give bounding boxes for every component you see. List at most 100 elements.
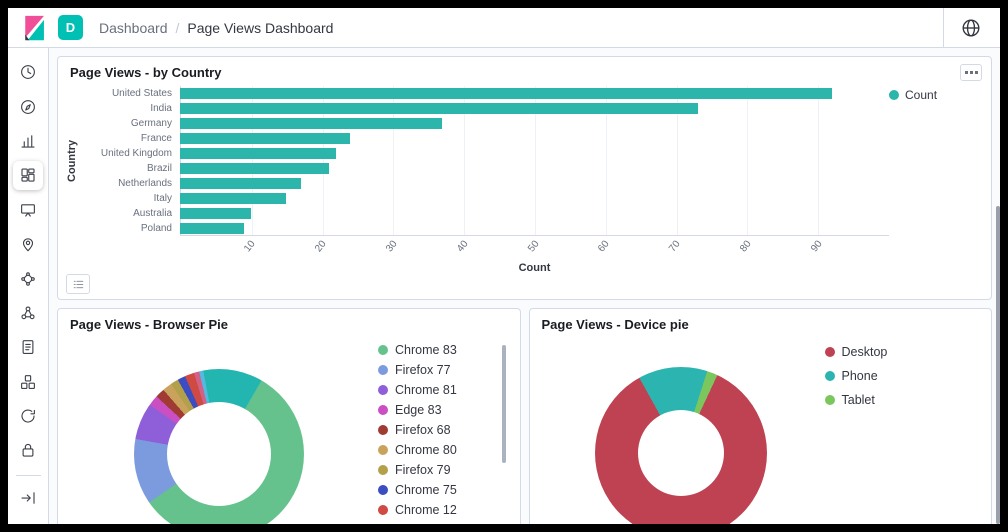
bar[interactable] xyxy=(180,103,698,114)
nav-item-recently-viewed[interactable] xyxy=(13,58,43,86)
legend-label: Chrome 80 xyxy=(395,443,457,457)
bar[interactable] xyxy=(180,178,301,189)
panel-page-views-by-country: Page Views - by Country Country United S… xyxy=(57,56,992,300)
donut-hole xyxy=(637,410,724,496)
legend-toggle-button[interactable] xyxy=(66,274,90,294)
nav-item-graph[interactable] xyxy=(13,299,43,327)
legend-item[interactable]: Firefox 79 xyxy=(378,463,457,477)
nav-item-collapse-navigation[interactable] xyxy=(13,484,43,512)
legend-scrollbar[interactable] xyxy=(501,345,506,463)
nav-item-security[interactable] xyxy=(13,436,43,464)
legend-label: Count xyxy=(905,88,938,102)
x-tick-label: 90 xyxy=(809,238,825,255)
browser-pie-donut[interactable] xyxy=(134,369,304,524)
panel-title[interactable]: Page Views - Device pie xyxy=(541,317,689,332)
bar[interactable] xyxy=(180,148,336,159)
legend-item[interactable]: Phone xyxy=(824,369,888,383)
panel-title[interactable]: Page Views - by Country xyxy=(70,65,222,80)
x-tick-label: 60 xyxy=(596,238,613,255)
map-pin-icon xyxy=(22,238,34,252)
donut-hole xyxy=(167,402,271,506)
graph-icon xyxy=(21,306,35,320)
easel-icon xyxy=(21,203,35,217)
legend-swatch xyxy=(378,345,388,355)
legend-item[interactable]: Chrome 81 xyxy=(378,383,457,397)
nav-item-maps[interactable] xyxy=(13,230,43,258)
bar-chart-icon xyxy=(21,135,35,148)
bar-track xyxy=(180,178,889,189)
bar-track xyxy=(180,133,889,144)
bar[interactable] xyxy=(180,88,833,99)
bar[interactable] xyxy=(180,133,351,144)
bar-category-label: Brazil xyxy=(146,163,172,174)
refresh-clock-icon xyxy=(21,409,35,423)
bar[interactable] xyxy=(180,163,329,174)
nav-item-logs[interactable] xyxy=(13,333,43,361)
legend-swatch xyxy=(824,371,835,381)
legend-item[interactable]: Desktop xyxy=(824,345,888,359)
nav-item-dashboard[interactable] xyxy=(13,161,43,190)
dashboard-grid-icon xyxy=(21,168,35,182)
kibana-app: D Dashboard / Page Views Dashboard xyxy=(8,8,1000,524)
bar[interactable] xyxy=(180,223,244,234)
bar-category-label: United Kingdom xyxy=(100,148,172,159)
legend-item[interactable]: Chrome 12 xyxy=(378,503,457,517)
browser-pie-legend: Chrome 83 Firefox 77 Chrome 81 Edge 83 Firef… xyxy=(378,343,457,517)
x-axis-label: Count xyxy=(518,262,551,274)
cubes-icon xyxy=(21,374,35,389)
nav-item-uptime[interactable] xyxy=(13,402,43,430)
legend-label: Desktop xyxy=(841,345,888,359)
legend-swatch xyxy=(889,90,899,100)
panel-device-pie: Page Views - Device pie Desktop Phone Tabl… xyxy=(528,308,992,524)
list-icon xyxy=(73,280,83,288)
x-tick-label: 80 xyxy=(738,238,754,255)
legend-item[interactable]: Edge 83 xyxy=(378,403,457,417)
bar-category-label: Australia xyxy=(133,208,172,219)
legend-swatch xyxy=(378,405,388,415)
kibana-logo-icon[interactable] xyxy=(22,15,48,41)
breadcrumb-dashboard-link[interactable]: Dashboard xyxy=(99,19,168,36)
bar[interactable] xyxy=(180,208,251,219)
bar-chart: Country United States India Germany France U… xyxy=(58,82,991,274)
panel-title[interactable]: Page Views - Browser Pie xyxy=(70,317,228,332)
nav-item-metrics[interactable] xyxy=(13,368,43,396)
body: Page Views - by Country Country United S… xyxy=(8,48,1000,524)
legend-swatch xyxy=(824,347,835,357)
nav-item-discover[interactable] xyxy=(13,92,43,120)
legend-item[interactable]: Count xyxy=(889,88,981,102)
legend-item[interactable]: Chrome 83 xyxy=(378,343,457,357)
bar-category-label: United States xyxy=(111,88,172,99)
x-tick-label: 50 xyxy=(525,238,542,255)
legend-swatch xyxy=(378,445,388,455)
header-right xyxy=(943,8,990,47)
panel-options-icon[interactable] xyxy=(960,64,982,81)
legend-item[interactable]: Chrome 80 xyxy=(378,443,457,457)
nav-item-canvas[interactable] xyxy=(13,196,43,224)
bar[interactable] xyxy=(180,193,287,204)
sidebar xyxy=(8,48,49,524)
legend-label: Firefox 77 xyxy=(395,363,451,377)
legend-swatch xyxy=(824,395,835,405)
nav-item-machine-learning[interactable] xyxy=(13,264,43,292)
legend-swatch xyxy=(378,485,388,495)
compass-icon xyxy=(21,99,35,114)
nav-item-visualize[interactable] xyxy=(13,127,43,155)
breadcrumb-separator: / xyxy=(175,19,180,36)
lock-icon xyxy=(22,444,34,458)
document-icon xyxy=(22,340,34,355)
bar-gridlines xyxy=(180,86,889,236)
device-pie-donut[interactable] xyxy=(594,367,767,524)
bar[interactable] xyxy=(180,118,443,129)
x-tick-label: 40 xyxy=(454,238,471,255)
legend-swatch xyxy=(378,505,388,515)
legend-label: Firefox 79 xyxy=(395,463,451,477)
globe-icon[interactable] xyxy=(960,17,982,39)
legend-label: Chrome 81 xyxy=(395,383,457,397)
legend-item[interactable]: Firefox 68 xyxy=(378,423,457,437)
legend-label: Chrome 83 xyxy=(395,343,457,357)
legend-item[interactable]: Chrome 75 xyxy=(378,483,457,497)
legend-item[interactable]: Tablet xyxy=(824,393,888,407)
legend-item[interactable]: Firefox 77 xyxy=(378,363,457,377)
space-badge[interactable]: D xyxy=(58,15,83,40)
page-scrollbar-thumb[interactable] xyxy=(996,206,1000,524)
